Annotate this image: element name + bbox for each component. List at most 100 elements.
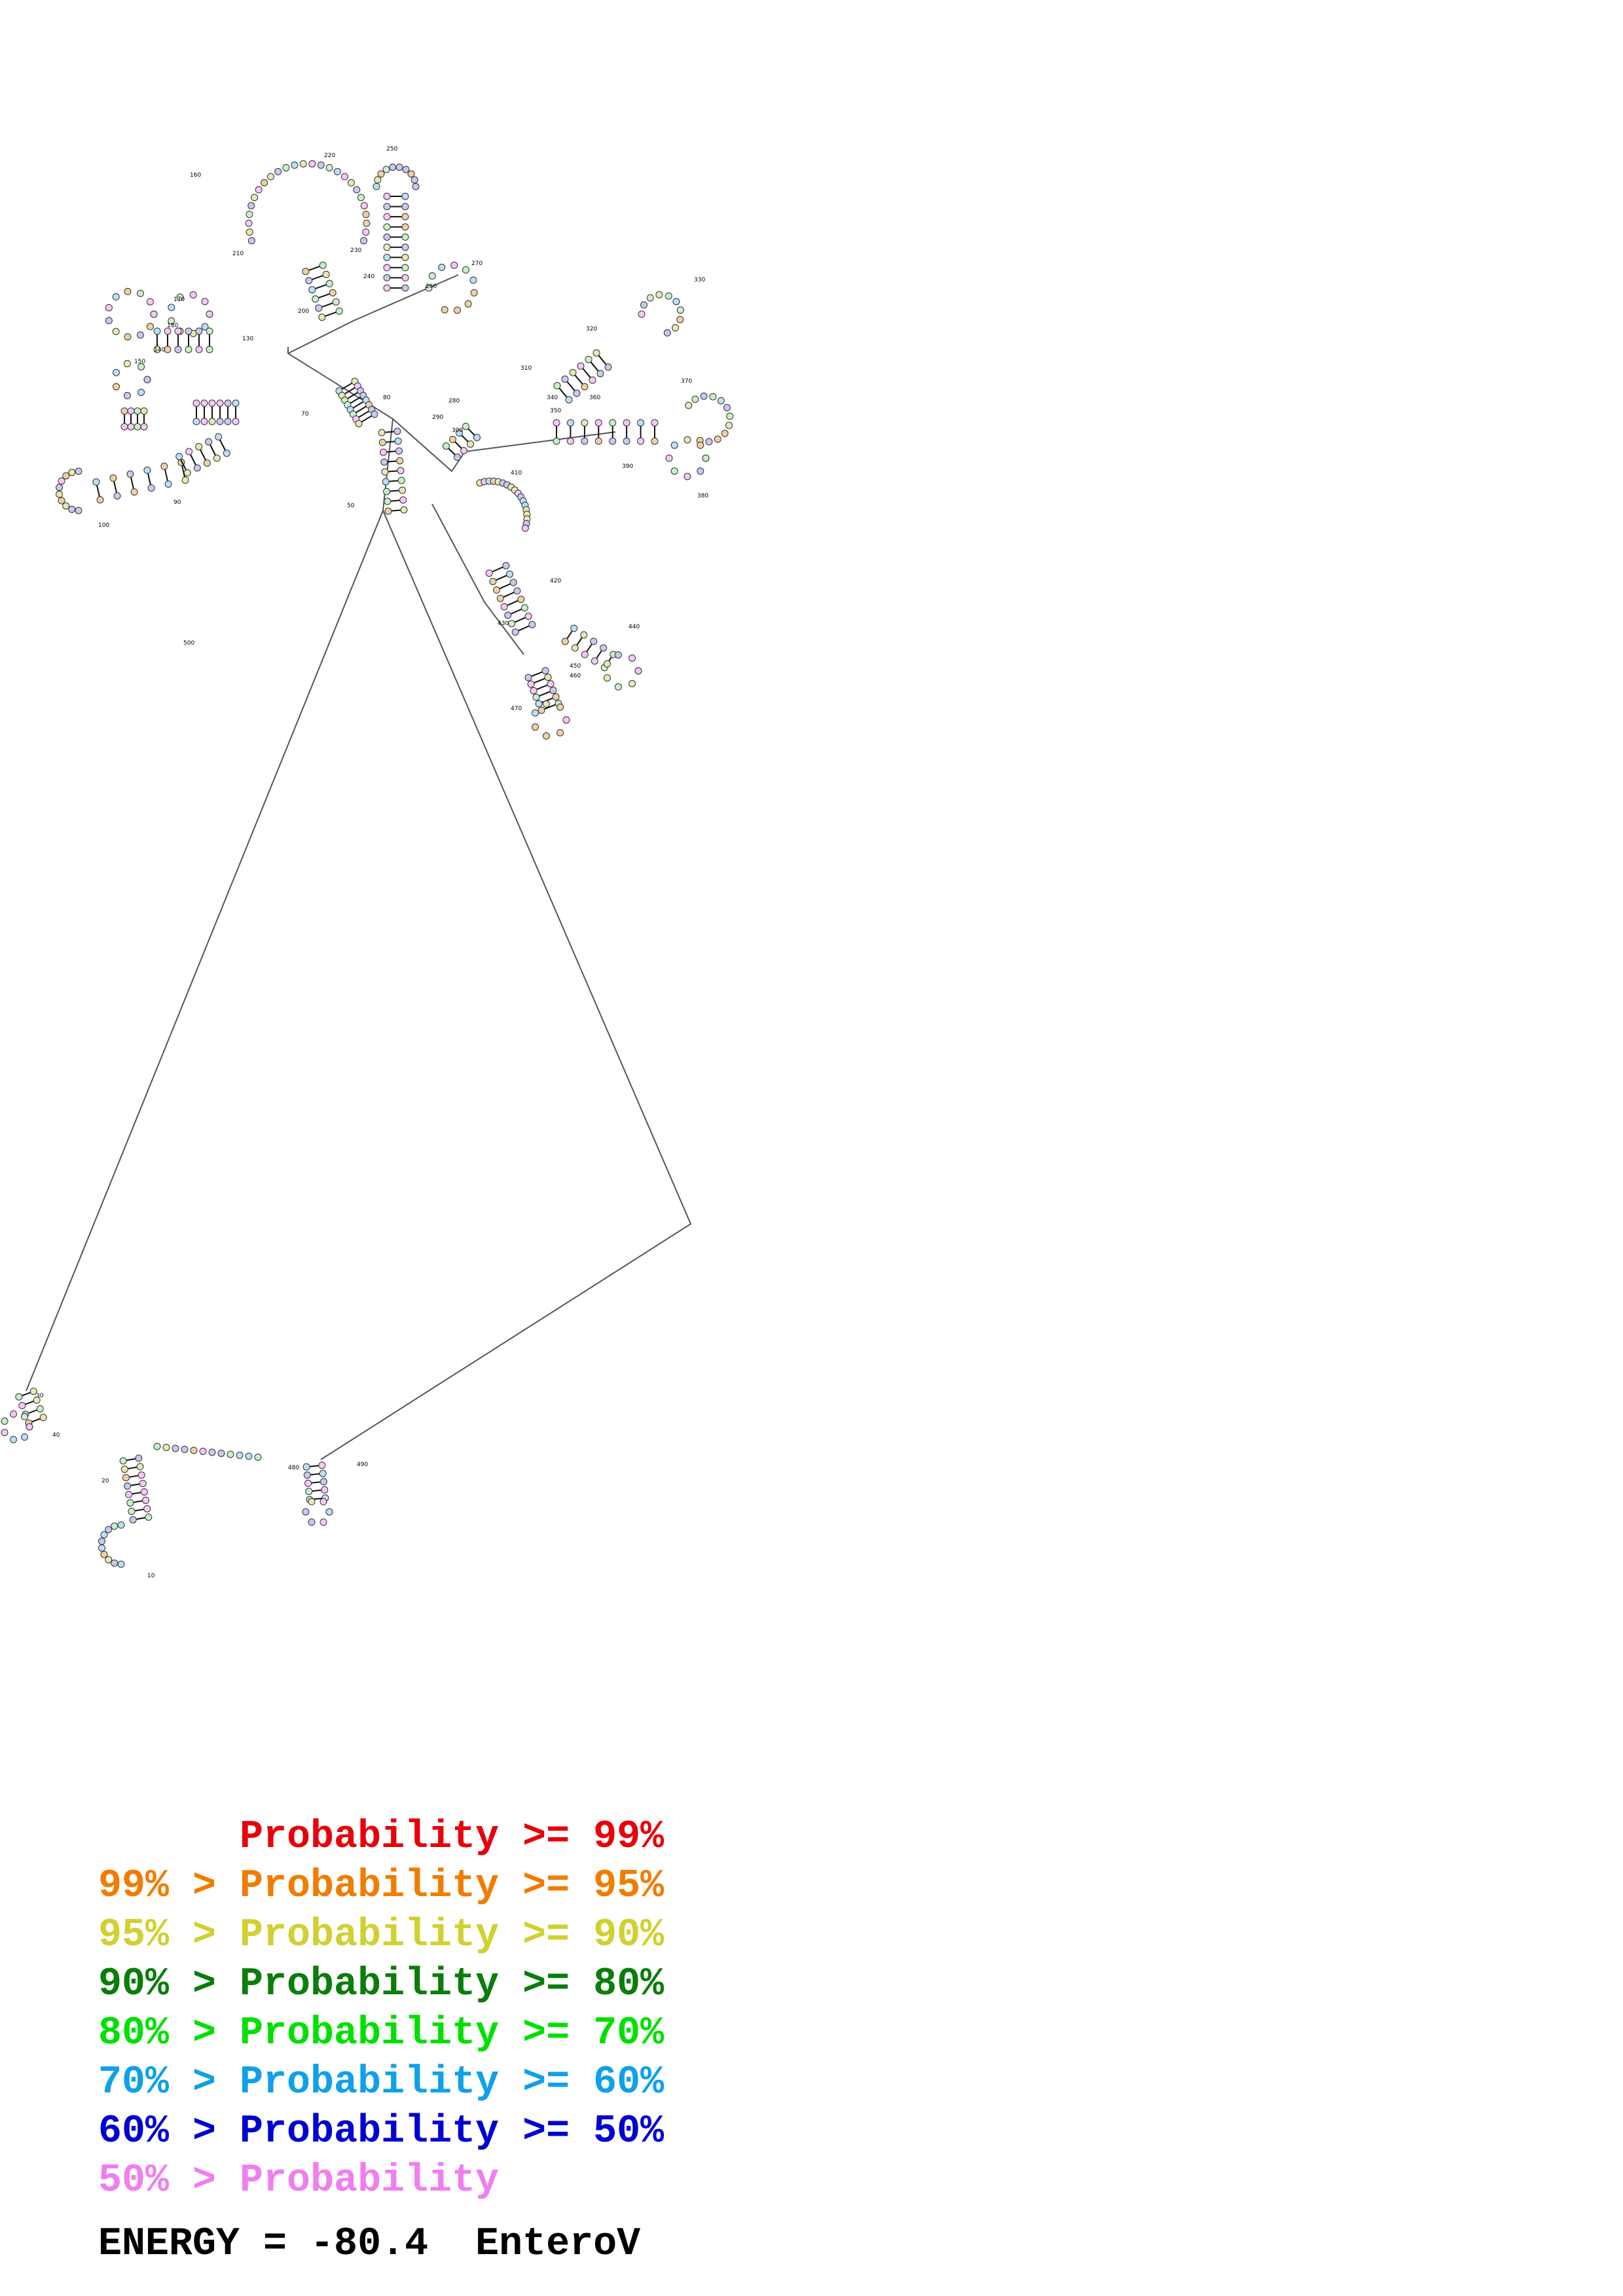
nucleotide bbox=[223, 450, 230, 457]
nucleotide bbox=[111, 1559, 119, 1567]
nucleotide bbox=[552, 693, 560, 701]
nucleotide bbox=[378, 429, 386, 437]
nucleotide bbox=[473, 434, 481, 441]
nucleotide bbox=[247, 237, 255, 245]
nucleotide bbox=[56, 490, 63, 498]
nucleotide bbox=[206, 346, 213, 353]
nucleotide bbox=[585, 355, 593, 363]
nucleotide bbox=[684, 473, 691, 480]
nucleotide bbox=[164, 327, 172, 335]
nucleotide bbox=[489, 578, 497, 585]
nucleotide bbox=[315, 304, 323, 312]
nucleotide bbox=[651, 437, 659, 445]
nucleotide bbox=[282, 164, 290, 171]
nucleotide bbox=[322, 270, 330, 278]
position-label: 150 bbox=[134, 359, 145, 365]
nucleotide bbox=[723, 404, 731, 412]
nucleotide bbox=[360, 202, 368, 209]
nucleotide bbox=[401, 213, 409, 221]
nucleotide bbox=[553, 382, 561, 389]
nucleotide bbox=[39, 1414, 47, 1422]
nucleotide bbox=[192, 399, 200, 407]
nucleotide bbox=[705, 438, 713, 446]
nucleotide bbox=[100, 1551, 108, 1558]
nucleotide bbox=[581, 651, 589, 658]
nucleotide bbox=[117, 1560, 125, 1568]
legend-row: 95% > Probability >= 90% bbox=[98, 1913, 665, 1958]
nucleotide bbox=[640, 301, 647, 309]
nucleotide bbox=[26, 1423, 33, 1431]
nucleotide bbox=[547, 680, 555, 688]
nucleotide bbox=[725, 422, 733, 429]
nucleotide bbox=[590, 637, 598, 645]
nucleotide bbox=[685, 401, 693, 409]
legend-row: 60% > Probability >= 50% bbox=[98, 2109, 665, 2154]
nucleotide bbox=[383, 203, 391, 211]
nucleotide bbox=[10, 1436, 17, 1443]
nucleotide bbox=[383, 264, 391, 272]
nucleotide bbox=[318, 1462, 326, 1469]
nucleotide bbox=[604, 660, 611, 668]
nucleotide bbox=[302, 1508, 310, 1516]
nucleotide bbox=[535, 700, 543, 708]
nucleotide bbox=[129, 1516, 137, 1524]
nucleotide bbox=[542, 700, 550, 708]
nucleotide bbox=[553, 437, 560, 445]
nucleotide bbox=[227, 1450, 234, 1458]
nucleotide bbox=[216, 418, 224, 425]
nucleotide bbox=[58, 497, 65, 505]
nucleotide bbox=[153, 1443, 161, 1450]
position-label: 170 bbox=[173, 296, 185, 303]
position-label: 300 bbox=[452, 427, 463, 434]
position-label: 220 bbox=[324, 152, 335, 159]
nucleotide bbox=[382, 478, 390, 486]
nucleotide bbox=[638, 310, 646, 318]
nucleotide bbox=[29, 1388, 37, 1395]
nucleotide bbox=[113, 383, 120, 391]
nucleotide bbox=[124, 287, 132, 295]
nucleotide bbox=[246, 228, 253, 236]
nucleotide bbox=[274, 168, 282, 175]
nucleotide bbox=[532, 723, 539, 731]
nucleotide bbox=[600, 644, 608, 652]
nucleotide bbox=[700, 392, 708, 400]
nucleotide bbox=[402, 166, 410, 173]
nucleotide bbox=[377, 170, 385, 178]
nucleotide bbox=[111, 1522, 119, 1530]
nucleotide bbox=[113, 492, 121, 500]
nucleotide bbox=[623, 437, 630, 445]
nucleotide bbox=[193, 464, 201, 472]
position-label: 50 bbox=[347, 503, 355, 509]
nucleotide bbox=[126, 1499, 134, 1507]
nucleotide bbox=[308, 286, 316, 294]
nucleotide bbox=[373, 183, 380, 190]
nucleotide bbox=[383, 213, 391, 221]
nucleotide bbox=[524, 613, 532, 620]
nucleotide bbox=[593, 349, 600, 357]
nucleotide bbox=[581, 383, 589, 391]
nucleotide bbox=[302, 268, 310, 276]
nucleotide bbox=[174, 346, 182, 353]
nucleotide bbox=[581, 419, 589, 427]
nucleotide bbox=[195, 327, 203, 335]
probability-legend: Probability >= 99% 99% > Probability >= 9… bbox=[98, 1813, 664, 2206]
nucleotide bbox=[394, 437, 402, 445]
nucleotide bbox=[538, 706, 545, 714]
position-label: 160 bbox=[190, 172, 201, 179]
nucleotide bbox=[697, 467, 704, 475]
nucleotide bbox=[672, 298, 680, 306]
nucleotide bbox=[185, 327, 192, 335]
position-label: 410 bbox=[511, 470, 522, 476]
nucleotide bbox=[319, 1498, 327, 1505]
nucleotide bbox=[176, 293, 184, 301]
nucleotide bbox=[254, 1454, 262, 1461]
nucleotide bbox=[206, 327, 213, 335]
position-label: 70 bbox=[301, 411, 309, 418]
nucleotide bbox=[164, 346, 172, 353]
nucleotide bbox=[549, 687, 557, 694]
nucleotide bbox=[485, 569, 493, 577]
nucleotide bbox=[140, 423, 148, 431]
nucleotide bbox=[528, 620, 536, 628]
nucleotide bbox=[200, 418, 208, 425]
nucleotide bbox=[496, 594, 504, 602]
